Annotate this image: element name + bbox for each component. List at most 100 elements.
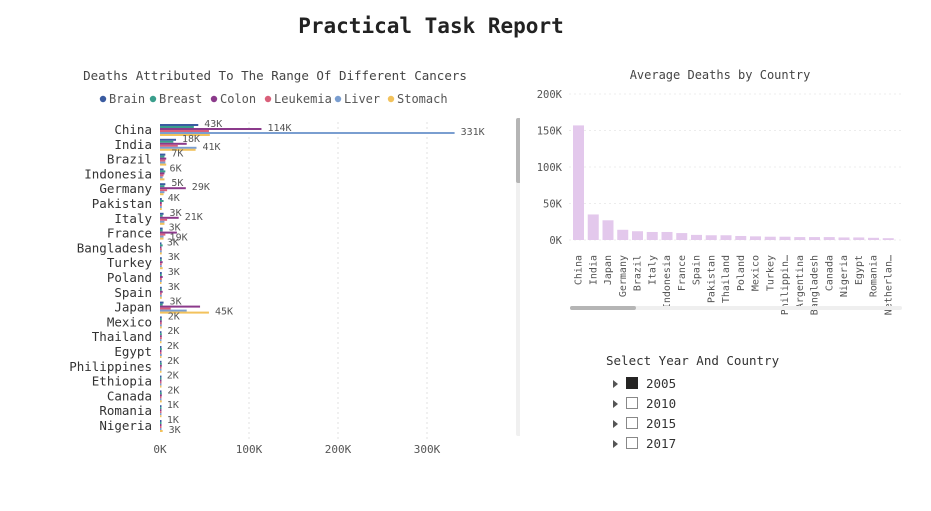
bar[interactable] (160, 341, 162, 344)
expand-arrow-icon[interactable] (613, 420, 618, 428)
bar[interactable] (160, 346, 162, 348)
bar[interactable] (160, 405, 162, 408)
scrollbar-thumb[interactable] (570, 306, 636, 310)
bar[interactable] (160, 172, 165, 175)
bar[interactable] (160, 364, 162, 367)
bar[interactable] (160, 267, 163, 270)
bar[interactable] (160, 370, 162, 373)
bar[interactable] (160, 248, 162, 251)
bar[interactable] (794, 237, 806, 240)
bar[interactable] (160, 392, 162, 395)
bar[interactable] (160, 396, 162, 399)
bar[interactable] (160, 350, 162, 352)
bar[interactable] (160, 220, 165, 223)
bar[interactable] (882, 238, 894, 240)
slicer-item-2005[interactable]: 2005 (606, 374, 846, 394)
bar[interactable] (160, 400, 162, 403)
year-checkbox[interactable] (626, 417, 638, 429)
bar[interactable] (160, 413, 162, 416)
bar[interactable] (160, 259, 162, 262)
bar[interactable] (853, 237, 865, 240)
slicer-item-2017[interactable]: 2017 (606, 434, 846, 454)
bar[interactable] (160, 208, 162, 210)
bar[interactable] (160, 422, 162, 424)
bar[interactable] (661, 231, 673, 240)
bar[interactable] (160, 227, 163, 230)
bar[interactable] (160, 379, 162, 382)
bar[interactable] (160, 144, 178, 147)
bar[interactable] (160, 231, 177, 234)
bar[interactable] (160, 140, 174, 143)
bar[interactable] (160, 163, 167, 166)
bar[interactable] (160, 178, 165, 181)
bar[interactable] (160, 309, 187, 312)
bar[interactable] (160, 278, 162, 280)
bar[interactable] (160, 337, 162, 340)
bar[interactable] (160, 216, 179, 219)
bar[interactable] (160, 128, 262, 130)
bar[interactable] (868, 237, 879, 240)
bar[interactable] (160, 257, 162, 260)
bar[interactable] (160, 286, 162, 289)
bar[interactable] (160, 155, 165, 158)
bar[interactable] (160, 333, 162, 336)
bar[interactable] (160, 420, 162, 422)
bar[interactable] (160, 356, 162, 358)
bar[interactable] (809, 237, 820, 240)
bar[interactable] (160, 218, 168, 221)
bar[interactable] (160, 305, 201, 308)
expand-arrow-icon[interactable] (613, 440, 618, 448)
bar[interactable] (160, 331, 162, 334)
bar[interactable] (160, 174, 164, 177)
bar[interactable] (160, 282, 162, 284)
bar[interactable] (160, 426, 162, 428)
bar[interactable] (735, 235, 747, 240)
scrollbar-track[interactable] (570, 306, 902, 310)
bar[interactable] (160, 368, 162, 371)
bar[interactable] (160, 161, 166, 164)
bar[interactable] (160, 187, 186, 190)
bar[interactable] (160, 191, 165, 194)
bar[interactable] (838, 237, 850, 240)
bar[interactable] (160, 354, 162, 356)
bar[interactable] (160, 200, 164, 202)
bar[interactable] (160, 294, 162, 297)
bar[interactable] (160, 292, 162, 295)
bar[interactable] (160, 335, 162, 338)
slicer-item-2015[interactable]: 2015 (606, 414, 846, 434)
bar[interactable] (160, 130, 209, 132)
bar[interactable] (160, 146, 197, 149)
bar[interactable] (160, 189, 168, 192)
bar[interactable] (160, 390, 162, 393)
bar[interactable] (160, 242, 162, 245)
bar[interactable] (160, 407, 162, 410)
bar[interactable] (160, 183, 166, 186)
bar[interactable] (160, 307, 171, 310)
bar[interactable] (160, 202, 162, 204)
bar[interactable] (160, 296, 162, 299)
bar[interactable] (160, 311, 209, 314)
bar[interactable] (160, 280, 162, 282)
bar[interactable] (160, 237, 164, 240)
bar[interactable] (160, 411, 162, 414)
bar[interactable] (160, 424, 162, 426)
year-checkbox[interactable] (626, 437, 638, 449)
bar[interactable] (160, 261, 163, 264)
bar[interactable] (160, 159, 166, 162)
bar[interactable] (160, 320, 162, 323)
expand-arrow-icon[interactable] (613, 400, 618, 408)
bar[interactable] (160, 362, 162, 365)
bar[interactable] (160, 138, 177, 141)
slicer-item-2010[interactable]: 2010 (606, 394, 846, 414)
expand-arrow-icon[interactable] (613, 380, 618, 388)
bar[interactable] (676, 233, 688, 240)
bar[interactable] (160, 324, 162, 327)
scrollbar-track[interactable] (516, 118, 520, 436)
bar[interactable] (823, 237, 835, 240)
bar[interactable] (160, 316, 162, 319)
bar[interactable] (160, 263, 162, 266)
bar[interactable] (160, 214, 163, 217)
bar[interactable] (160, 148, 196, 151)
bar[interactable] (160, 428, 162, 430)
bar[interactable] (779, 236, 791, 240)
